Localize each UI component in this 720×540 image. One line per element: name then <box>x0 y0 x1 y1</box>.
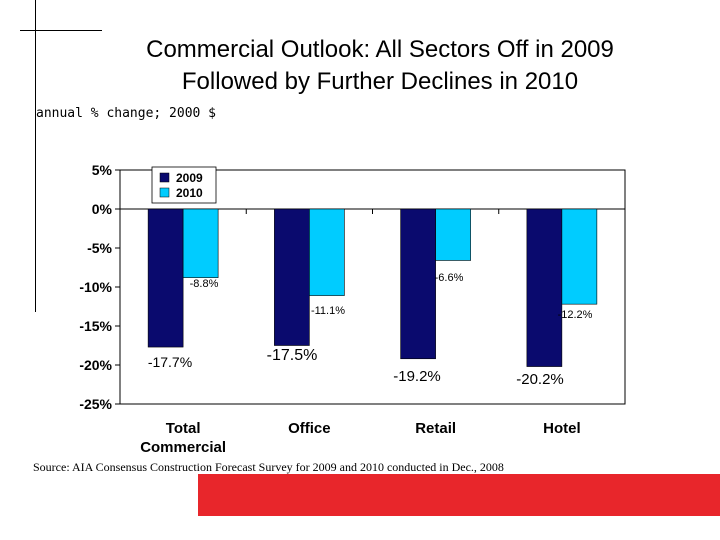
decorative-horizontal-line <box>20 30 102 31</box>
bar-2010-3 <box>561 208 598 305</box>
data-label-2009: -17.7% <box>148 354 192 370</box>
data-label-2010: -8.8% <box>190 278 219 290</box>
slide-title: Commercial Outlook: All Sectors Off in 2… <box>60 34 700 98</box>
bar-2010-0 <box>182 208 219 278</box>
bar-2009-2 <box>400 208 436 360</box>
data-label-2009: -20.2% <box>516 371 564 388</box>
source-note: Source: AIA Consensus Construction Forec… <box>33 460 504 474</box>
bar-2010-2 <box>435 208 471 261</box>
bar-2009-1 <box>274 208 310 346</box>
data-label-2009: -17.5% <box>267 347 318 364</box>
y-tick-label: -15% <box>79 318 112 334</box>
accent-band <box>198 474 720 516</box>
y-tick-label: 0% <box>92 201 113 217</box>
chart-subtitle: annual % change; 2000 $ <box>36 106 217 121</box>
y-tick-label: 5% <box>92 162 113 178</box>
y-tick-label: -25% <box>79 396 112 412</box>
title-line-1: Commercial Outlook: All Sectors Off in 2… <box>146 36 614 63</box>
x-category-label: Office <box>288 420 331 437</box>
legend-label-2010: 2010 <box>176 186 203 200</box>
y-tick-label: -20% <box>79 357 112 373</box>
title-line-2: Followed by Further Declines in 2010 <box>181 68 579 95</box>
bar-2009-0 <box>147 208 184 348</box>
x-category-label: Hotel <box>543 420 581 437</box>
data-label-2010: -11.1% <box>311 305 345 317</box>
legend-label-2009: 2009 <box>176 171 203 185</box>
data-label-2009: -19.2% <box>393 368 441 385</box>
bar-chart: 5% 0% -5% -10% -15% -20% -25% Total Commercial Of… <box>79 162 626 456</box>
legend-swatch-2010 <box>159 187 170 198</box>
x-category-label: Total <box>166 420 201 437</box>
legend-swatch-2009 <box>159 172 170 183</box>
x-category-label: Retail <box>415 420 456 437</box>
data-label-2010: -6.6% <box>435 272 464 284</box>
bar-2009-3 <box>526 208 563 367</box>
bar-2010-1 <box>309 208 345 296</box>
decorative-vertical-line <box>35 0 36 312</box>
y-tick-label: -10% <box>79 279 112 295</box>
x-category-label: Commercial <box>140 439 226 456</box>
data-label-2010: -12.2% <box>558 309 593 321</box>
y-tick-label: -5% <box>87 240 112 256</box>
